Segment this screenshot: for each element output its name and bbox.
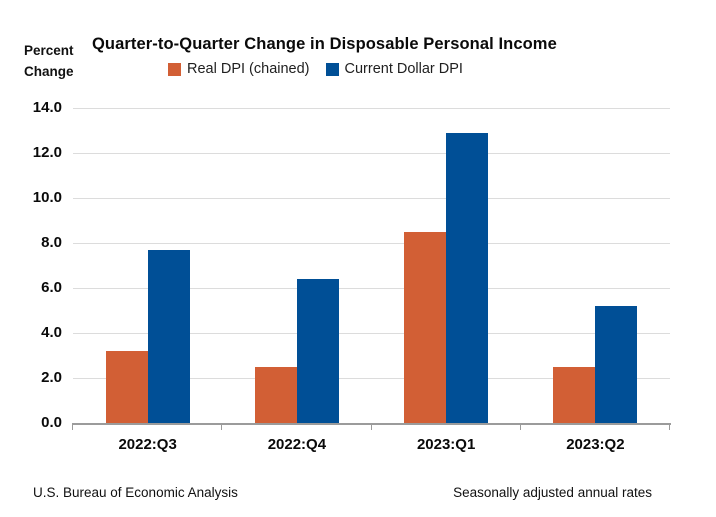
- bar-current-dollar-dpi: [446, 132, 489, 423]
- x-axis-tick: [669, 424, 670, 430]
- legend-swatch-real-dpi-icon: [168, 62, 181, 76]
- bar-real-dpi: [254, 366, 297, 423]
- legend-item-real-dpi: Real DPI (chained): [168, 61, 310, 77]
- y-axis-tick-label: 8.0: [41, 234, 62, 251]
- bar-current-dollar-dpi: [296, 279, 339, 423]
- y-axis-unit-label: Percent Change: [24, 43, 74, 79]
- bar-real-dpi: [404, 231, 447, 423]
- x-axis-tick: [519, 424, 521, 430]
- gridline: [73, 377, 670, 379]
- seasonal-adjustment-note: Seasonally adjusted annual rates: [453, 485, 652, 500]
- legend-item-current-dollar-dpi: Current Dollar DPI: [325, 61, 463, 77]
- gridline: [73, 107, 670, 109]
- y-axis-tick-label: 2.0: [41, 369, 62, 386]
- legend-label-real-dpi: Real DPI (chained): [187, 61, 310, 77]
- source-attribution: U.S. Bureau of Economic Analysis: [33, 485, 238, 500]
- x-axis-category-label: 2023:Q1: [416, 436, 476, 453]
- bar-real-dpi: [105, 351, 148, 423]
- chart-title: Quarter-to-Quarter Change in Disposable …: [92, 35, 557, 53]
- y-axis-tick-label: 10.0: [32, 189, 62, 206]
- gridline: [73, 152, 670, 154]
- legend: Real DPI (chained) Current Dollar DPI: [168, 61, 463, 77]
- x-axis-category-label: 2023:Q2: [566, 436, 625, 453]
- gridline: [73, 287, 670, 289]
- x-axis-tick: [221, 424, 223, 430]
- y-axis-tick-label: 14.0: [32, 99, 62, 116]
- bar-real-dpi: [553, 366, 596, 423]
- bar-current-dollar-dpi: [147, 249, 190, 423]
- x-axis-category-label: 2022:Q4: [267, 436, 327, 453]
- x-axis-tick: [72, 424, 73, 430]
- y-axis-tick-label: 6.0: [41, 279, 62, 296]
- legend-label-current-dollar-dpi: Current Dollar DPI: [344, 61, 463, 77]
- bar-current-dollar-dpi: [595, 306, 638, 423]
- gridline: [73, 197, 670, 199]
- x-axis-line: [72, 423, 671, 425]
- x-axis-category-label: 2022:Q3: [118, 436, 177, 453]
- legend-swatch-current-dollar-dpi-icon: [325, 62, 339, 76]
- x-axis-tick: [370, 424, 372, 430]
- y-axis-tick-label: 4.0: [41, 324, 62, 341]
- y-axis-tick-label: 0.0: [41, 414, 62, 431]
- gridline: [73, 242, 670, 244]
- gridline: [73, 332, 670, 334]
- y-axis-tick-label: 12.0: [32, 144, 62, 161]
